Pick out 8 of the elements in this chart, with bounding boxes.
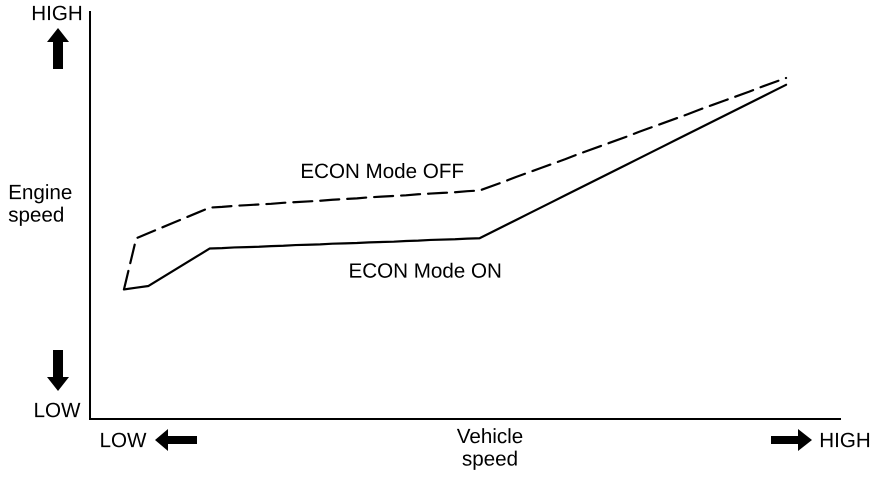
x-axis-title: Vehicle speed: [456, 428, 522, 470]
text: LOW: [101, 432, 146, 448]
text: LOW: [35, 402, 80, 418]
series-label: ECON Mode ON: [350, 262, 500, 278]
text: HIGH: [32, 6, 82, 20]
text: HIGH: [820, 432, 870, 448]
series-label: ECON Mode OFF: [302, 163, 464, 178]
y-axis-title: Engine speed: [8, 184, 72, 226]
